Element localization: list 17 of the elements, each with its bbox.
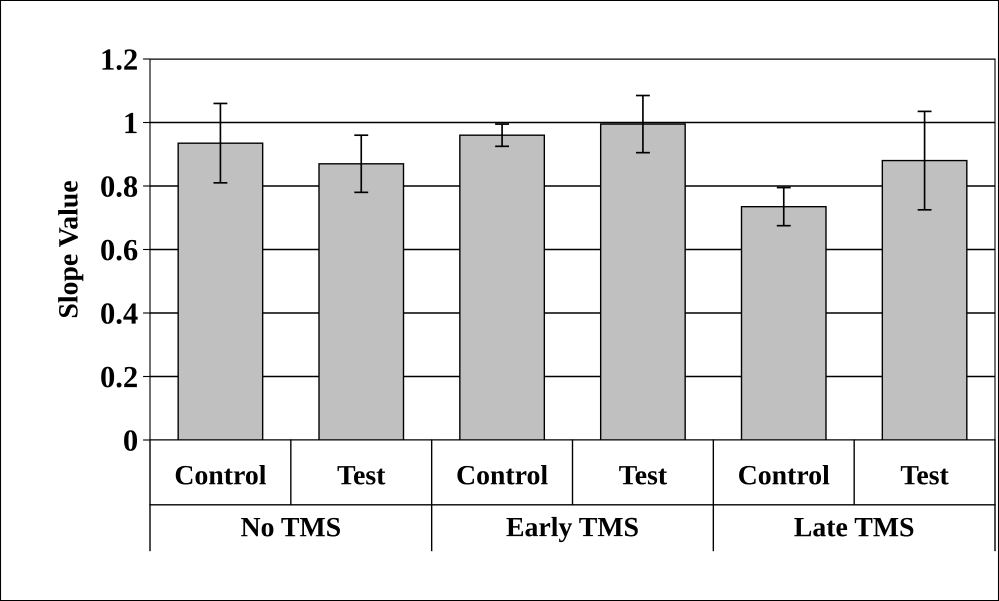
text: No TMS xyxy=(241,518,340,536)
text: Early TMS xyxy=(506,516,638,542)
y-tick-label: 0.6 xyxy=(101,240,138,261)
x-tick-label: Test xyxy=(619,466,667,485)
y-tick-label: 0 xyxy=(124,430,138,451)
y-tick-label: 0.2 xyxy=(101,366,137,388)
text: Late TMS xyxy=(794,518,914,536)
x-tick-label: Test xyxy=(900,466,949,485)
x-tick-label: Test xyxy=(337,466,386,485)
y-tick-label: 1 xyxy=(125,112,137,134)
x-tick-label: Control xyxy=(457,465,548,485)
x-tick-label: Control xyxy=(176,465,266,485)
y-tick-label: 0.4 xyxy=(101,303,138,324)
y-axis-title: Slope Value xyxy=(58,181,84,318)
y-tick-label: 1.2 xyxy=(102,49,137,70)
x-tick-label: Control xyxy=(739,465,830,485)
y-tick-label: 0.8 xyxy=(101,176,138,198)
